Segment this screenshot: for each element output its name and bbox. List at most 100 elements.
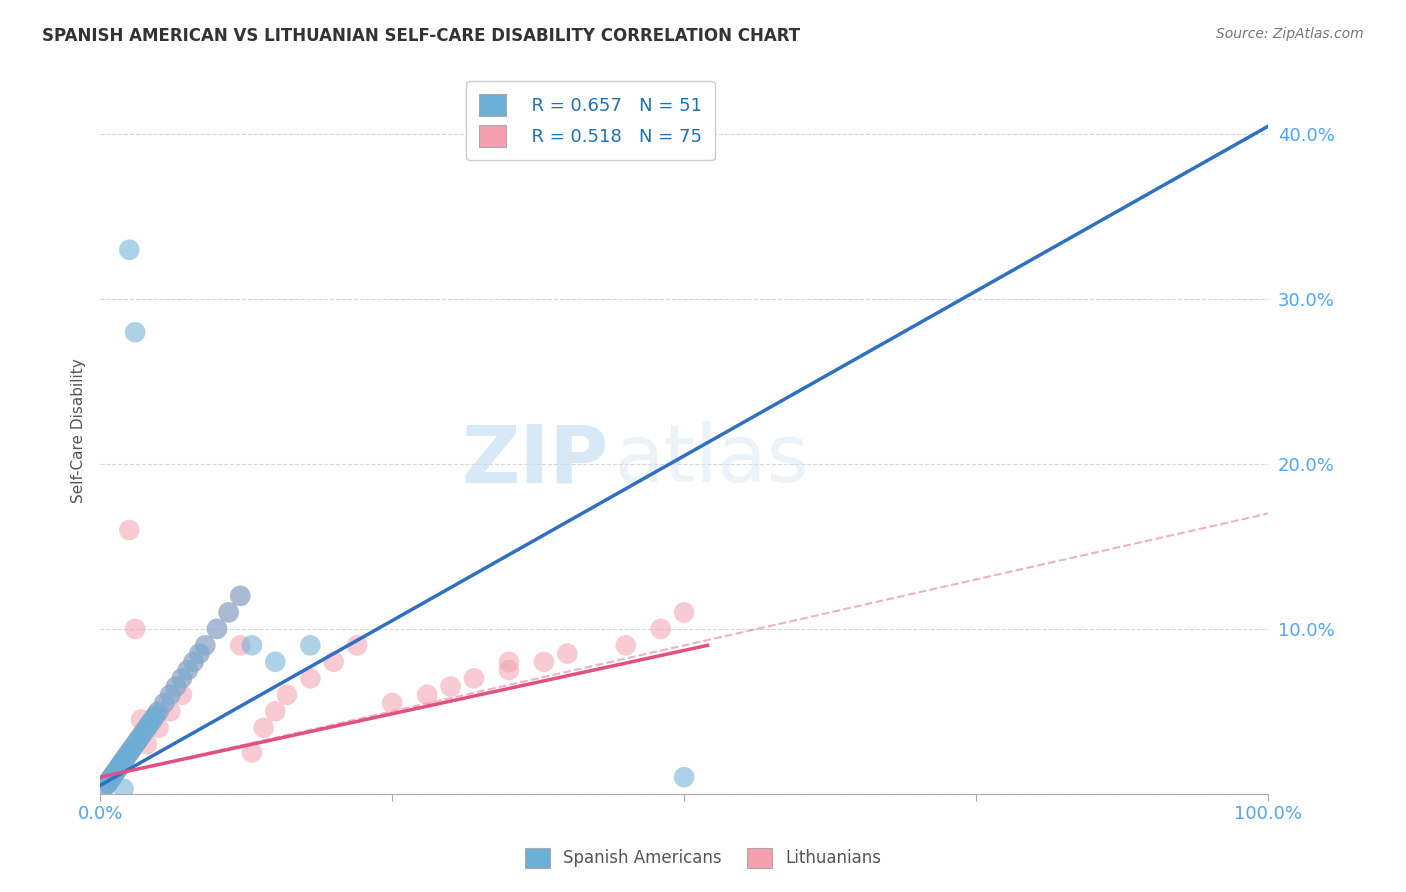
- Point: [650, 622, 672, 636]
- Point: [115, 748, 138, 763]
- Point: [104, 765, 127, 780]
- Point: [100, 772, 122, 786]
- Point: [97, 775, 120, 789]
- Point: [100, 772, 122, 786]
- Point: [105, 764, 128, 778]
- Point: [673, 770, 696, 784]
- Point: [135, 737, 157, 751]
- Point: [346, 638, 368, 652]
- Point: [124, 325, 146, 339]
- Point: [94, 779, 117, 793]
- Point: [229, 638, 252, 652]
- Point: [416, 688, 439, 702]
- Point: [194, 638, 217, 652]
- Point: [101, 768, 124, 782]
- Text: atlas: atlas: [614, 421, 808, 500]
- Point: [218, 606, 240, 620]
- Point: [128, 732, 150, 747]
- Point: [128, 731, 150, 745]
- Point: [299, 671, 322, 685]
- Point: [165, 680, 187, 694]
- Point: [557, 128, 579, 142]
- Point: [124, 622, 146, 636]
- Point: [114, 750, 136, 764]
- Y-axis label: Self-Care Disability: Self-Care Disability: [72, 359, 86, 503]
- Point: [183, 655, 205, 669]
- Point: [142, 711, 165, 725]
- Point: [188, 647, 211, 661]
- Point: [673, 606, 696, 620]
- Point: [159, 704, 181, 718]
- Point: [117, 747, 139, 761]
- Point: [165, 680, 187, 694]
- Point: [205, 622, 228, 636]
- Point: [322, 655, 344, 669]
- Point: [103, 767, 125, 781]
- Point: [170, 671, 193, 685]
- Point: [120, 744, 142, 758]
- Point: [110, 757, 132, 772]
- Point: [93, 781, 115, 796]
- Point: [101, 768, 124, 782]
- Point: [107, 762, 129, 776]
- Point: [118, 523, 141, 537]
- Point: [131, 727, 153, 741]
- Point: [114, 752, 136, 766]
- Point: [135, 721, 157, 735]
- Point: [498, 663, 520, 677]
- Point: [153, 696, 176, 710]
- Point: [614, 638, 637, 652]
- Point: [108, 758, 131, 772]
- Point: [183, 655, 205, 669]
- Point: [148, 704, 170, 718]
- Point: [557, 647, 579, 661]
- Point: [108, 760, 131, 774]
- Point: [145, 707, 167, 722]
- Point: [194, 638, 217, 652]
- Point: [101, 770, 124, 784]
- Point: [118, 243, 141, 257]
- Point: [97, 775, 120, 789]
- Point: [188, 647, 211, 661]
- Point: [114, 750, 136, 764]
- Point: [98, 773, 121, 788]
- Point: [118, 746, 141, 760]
- Point: [108, 758, 131, 772]
- Point: [439, 680, 461, 694]
- Point: [112, 754, 135, 768]
- Point: [111, 756, 134, 770]
- Point: [145, 707, 167, 722]
- Point: [112, 781, 135, 796]
- Point: [98, 773, 121, 788]
- Point: [498, 655, 520, 669]
- Point: [264, 704, 287, 718]
- Point: [276, 688, 298, 702]
- Point: [108, 760, 131, 774]
- Point: [138, 717, 160, 731]
- Point: [135, 721, 157, 735]
- Point: [533, 655, 555, 669]
- Point: [229, 589, 252, 603]
- Point: [129, 713, 152, 727]
- Point: [177, 663, 200, 677]
- Point: [218, 606, 240, 620]
- Point: [141, 714, 163, 728]
- Point: [264, 655, 287, 669]
- Point: [299, 638, 322, 652]
- Point: [121, 740, 143, 755]
- Point: [170, 671, 193, 685]
- Text: ZIP: ZIP: [461, 421, 609, 500]
- Point: [153, 696, 176, 710]
- Point: [110, 757, 132, 772]
- Point: [138, 717, 160, 731]
- Point: [148, 704, 170, 718]
- Point: [118, 746, 141, 760]
- Point: [229, 589, 252, 603]
- Point: [142, 711, 165, 725]
- Point: [463, 671, 485, 685]
- Point: [101, 770, 124, 784]
- Point: [127, 734, 149, 748]
- Point: [115, 748, 138, 763]
- Point: [141, 714, 163, 728]
- Point: [148, 721, 170, 735]
